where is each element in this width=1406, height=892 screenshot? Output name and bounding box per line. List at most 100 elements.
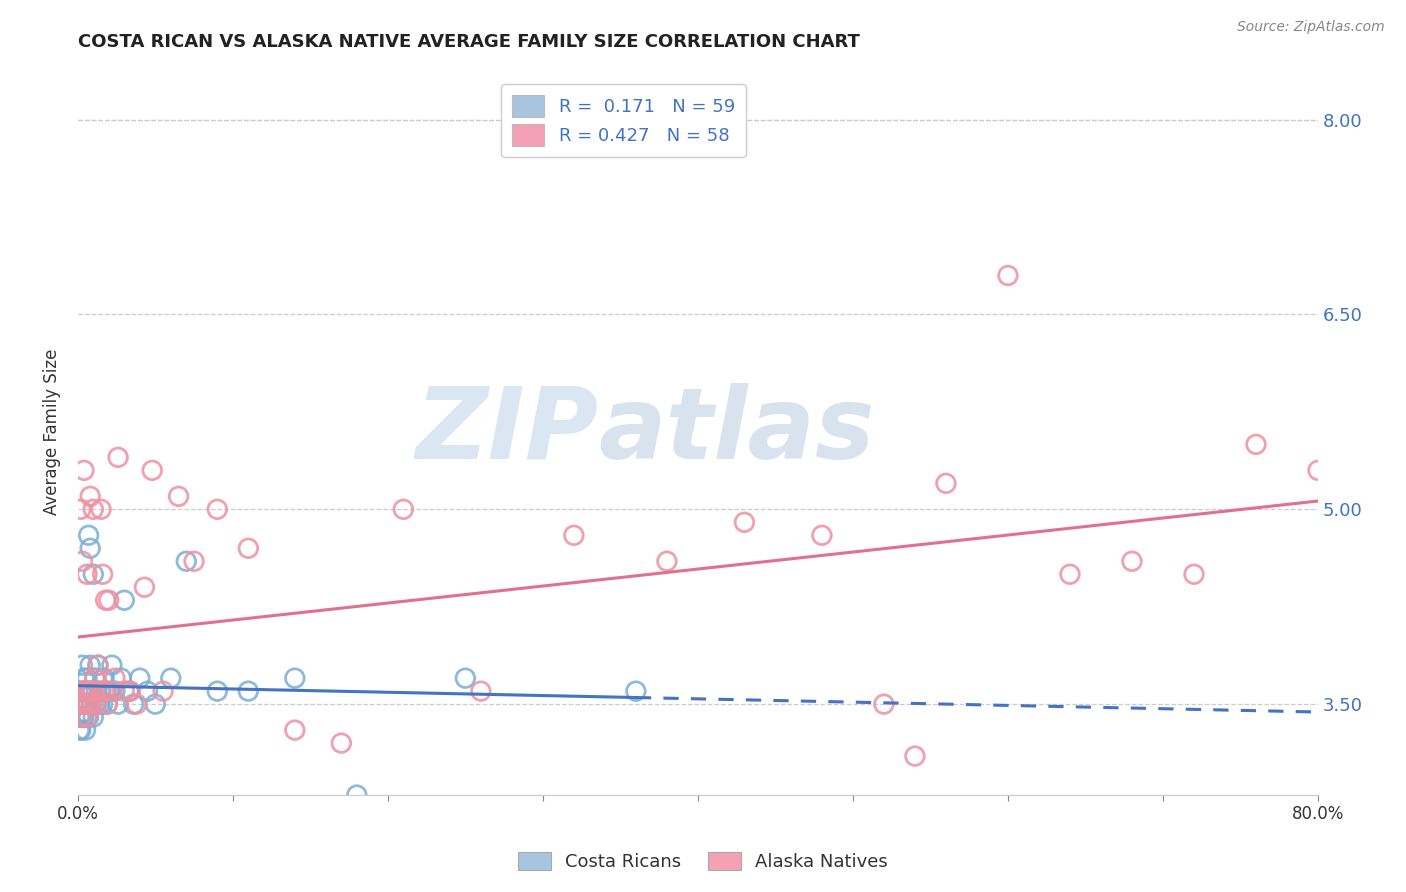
Point xyxy=(284,671,307,685)
Point xyxy=(112,593,135,607)
Point xyxy=(70,684,93,698)
Point xyxy=(118,684,141,698)
Point xyxy=(107,450,129,465)
Point xyxy=(82,710,104,724)
Point xyxy=(86,684,108,698)
Point xyxy=(107,697,129,711)
Point xyxy=(89,697,111,711)
Point xyxy=(79,684,101,698)
Point xyxy=(70,502,93,516)
Y-axis label: Average Family Size: Average Family Size xyxy=(44,348,60,515)
Point xyxy=(1059,567,1081,582)
Point xyxy=(76,710,98,724)
Point xyxy=(167,489,190,503)
Text: ZIP: ZIP xyxy=(416,383,599,480)
Point xyxy=(67,697,90,711)
Point xyxy=(82,567,104,582)
Point xyxy=(72,697,94,711)
Point xyxy=(67,697,90,711)
Point xyxy=(91,567,114,582)
Point xyxy=(873,697,896,711)
Point xyxy=(284,723,307,738)
Point xyxy=(79,658,101,673)
Point xyxy=(110,671,132,685)
Point xyxy=(904,749,927,764)
Point xyxy=(67,710,90,724)
Point xyxy=(101,684,124,698)
Point xyxy=(93,671,115,685)
Point xyxy=(77,528,100,542)
Point xyxy=(77,697,100,711)
Point xyxy=(83,671,105,685)
Legend: R =  0.171   N = 59, R = 0.427   N = 58: R = 0.171 N = 59, R = 0.427 N = 58 xyxy=(501,84,747,157)
Point xyxy=(392,502,415,516)
Point xyxy=(72,710,94,724)
Point xyxy=(80,697,103,711)
Point xyxy=(76,697,98,711)
Point xyxy=(73,710,96,724)
Point xyxy=(136,684,159,698)
Point xyxy=(104,684,127,698)
Point xyxy=(76,567,98,582)
Point xyxy=(72,554,94,568)
Point xyxy=(73,463,96,477)
Point xyxy=(70,723,93,738)
Point xyxy=(141,463,163,477)
Point xyxy=(733,516,755,530)
Point xyxy=(93,684,115,698)
Point xyxy=(79,541,101,556)
Point xyxy=(70,697,93,711)
Point xyxy=(76,671,98,685)
Text: Source: ZipAtlas.com: Source: ZipAtlas.com xyxy=(1237,20,1385,34)
Point xyxy=(90,684,112,698)
Point xyxy=(183,554,205,568)
Point xyxy=(238,684,260,698)
Point xyxy=(101,658,124,673)
Point xyxy=(94,593,117,607)
Point xyxy=(96,697,118,711)
Point xyxy=(91,697,114,711)
Text: COSTA RICAN VS ALASKA NATIVE AVERAGE FAMILY SIZE CORRELATION CHART: COSTA RICAN VS ALASKA NATIVE AVERAGE FAM… xyxy=(77,33,859,51)
Legend: Costa Ricans, Alaska Natives: Costa Ricans, Alaska Natives xyxy=(510,845,896,879)
Point xyxy=(79,489,101,503)
Point xyxy=(75,684,97,698)
Point xyxy=(997,268,1019,283)
Point xyxy=(346,788,368,802)
Point xyxy=(1244,437,1267,451)
Point xyxy=(90,502,112,516)
Point xyxy=(159,671,181,685)
Point xyxy=(75,697,97,711)
Point xyxy=(82,502,104,516)
Point xyxy=(73,684,96,698)
Point xyxy=(70,710,93,724)
Point xyxy=(104,671,127,685)
Point xyxy=(86,697,108,711)
Point xyxy=(128,671,150,685)
Point xyxy=(238,541,260,556)
Point xyxy=(75,697,97,711)
Point xyxy=(72,684,94,698)
Point xyxy=(70,710,93,724)
Point xyxy=(73,697,96,711)
Point xyxy=(80,697,103,711)
Point xyxy=(624,684,647,698)
Point xyxy=(454,671,477,685)
Point xyxy=(125,697,148,711)
Point xyxy=(77,710,100,724)
Point xyxy=(207,502,229,516)
Point xyxy=(94,684,117,698)
Point xyxy=(82,684,104,698)
Point xyxy=(77,684,100,698)
Point xyxy=(143,697,166,711)
Point xyxy=(935,476,957,491)
Point xyxy=(77,684,100,698)
Point xyxy=(207,684,229,698)
Point xyxy=(75,684,97,698)
Point xyxy=(87,658,110,673)
Point xyxy=(72,658,94,673)
Point xyxy=(86,697,108,711)
Point xyxy=(152,684,174,698)
Point xyxy=(89,684,111,698)
Point xyxy=(470,684,492,698)
Point xyxy=(87,658,110,673)
